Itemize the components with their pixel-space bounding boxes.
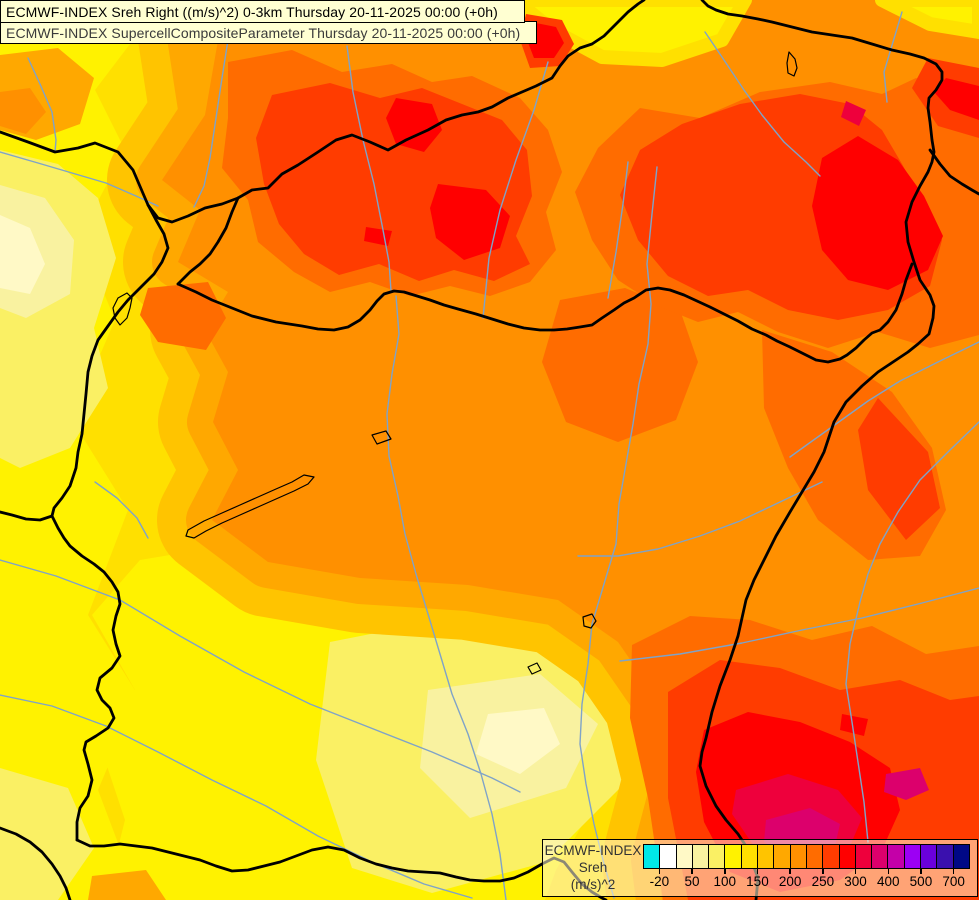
- colorbar-cell: [937, 845, 954, 868]
- colorbar: [643, 844, 970, 869]
- title-bar-primary: ECMWF-INDEX Sreh Right ((m/s)^2) 0-3km T…: [0, 0, 525, 23]
- legend-tick-label: 200: [778, 874, 802, 889]
- colorbar-cell: [790, 845, 807, 868]
- legend-tick-label: 300: [844, 874, 867, 889]
- legend-tick: [724, 869, 726, 874]
- colorbar-cell: [725, 845, 742, 868]
- legend-product-label: ECMWF-INDEX: [544, 843, 642, 858]
- lakes: [112, 51, 798, 675]
- colorbar-cell: [692, 845, 710, 868]
- colorbar-cell: [953, 845, 969, 868]
- title-text-primary: ECMWF-INDEX Sreh Right ((m/s)^2) 0-3km T…: [6, 3, 498, 20]
- legend-title-block: ECMWF-INDEX Sreh (m/s)^2: [543, 842, 643, 893]
- colorbar-cell: [921, 845, 938, 868]
- legend-tick-label: -20: [649, 874, 670, 889]
- colorbar-cell: [676, 845, 693, 868]
- color-scale-legend: ECMWF-INDEX Sreh (m/s)^2 -20 50 100 150 200 2…: [542, 839, 978, 897]
- title-text-secondary: ECMWF-INDEX SupercellCompositeParameter …: [6, 24, 521, 41]
- legend-tick: [887, 869, 889, 874]
- colorbar-cell: [839, 845, 856, 868]
- title-bar-secondary: ECMWF-INDEX SupercellCompositeParameter …: [0, 21, 537, 44]
- legend-tick: [789, 869, 791, 874]
- legend-tick-label: 400: [876, 874, 900, 889]
- legend-tick: [854, 869, 857, 874]
- legend-tick-label: 150: [746, 874, 769, 889]
- legend-tick: [952, 869, 955, 874]
- colorbar-cell: [872, 845, 889, 868]
- colorbar-cell: [660, 845, 677, 868]
- legend-tick: [691, 869, 693, 874]
- legend-tick: [658, 869, 661, 874]
- colorbar-cell: [644, 845, 661, 868]
- colorbar-cell: [855, 845, 873, 868]
- legend-parameter-label: Sreh: [578, 860, 608, 875]
- legend-tick-label: 100: [713, 874, 737, 889]
- colorbar-cell: [904, 845, 922, 868]
- colorbar-cell: [823, 845, 840, 868]
- legend-units-label: (m/s)^2: [570, 877, 616, 892]
- colorbar-cell: [774, 845, 791, 868]
- colorbar-cell: [758, 845, 775, 868]
- colorbar-cell: [741, 845, 759, 868]
- colorbar-cell: [709, 845, 726, 868]
- legend-tick-label: 700: [942, 874, 965, 889]
- legend-tick-label: 250: [811, 874, 835, 889]
- legend-tick-label: 50: [684, 874, 700, 889]
- legend-tick: [756, 869, 759, 874]
- colorbar-cell: [888, 845, 905, 868]
- legend-tick-label: 500: [909, 874, 933, 889]
- legend-tick: [822, 869, 824, 874]
- colorbar-cell: [806, 845, 824, 868]
- colorbar-scale: -20 50 100 150 200 250 300 400 500 700: [643, 869, 970, 896]
- legend-tick: [920, 869, 922, 874]
